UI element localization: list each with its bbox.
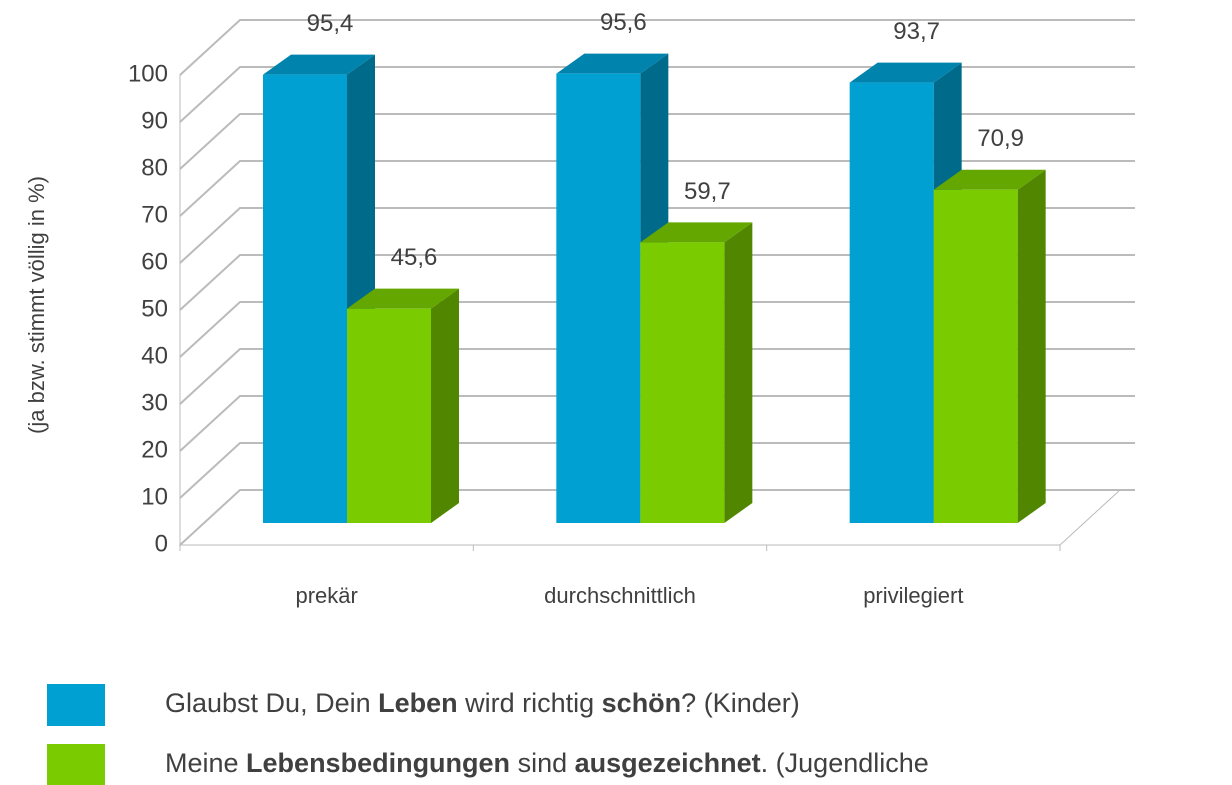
- legend-label: Meine Lebensbedingungen sind ausgezeichn…: [165, 748, 929, 778]
- value-label: 70,9: [977, 125, 1024, 152]
- bar-top: [347, 288, 459, 309]
- y-tick-label: 20: [141, 436, 168, 463]
- grid-line: [179, 254, 1135, 311]
- legend-text: Leben: [378, 688, 458, 718]
- grid-line: [179, 160, 1135, 217]
- y-tick-label: 80: [141, 154, 168, 181]
- y-tick-label: 70: [141, 201, 168, 228]
- bar-front: [263, 74, 347, 524]
- bar-side: [431, 288, 459, 523]
- grid-line: [179, 442, 1135, 499]
- bar-top: [556, 53, 669, 74]
- legend-text: . (Jugendliche: [761, 748, 929, 778]
- bar: [347, 288, 459, 523]
- bar-top: [933, 169, 1046, 190]
- bar-front: [849, 82, 934, 524]
- x-tick-label: durchschnittlich: [544, 583, 696, 608]
- grid-line: [179, 301, 1135, 358]
- value-label: 95,6: [600, 9, 647, 36]
- legend-swatch: [47, 684, 105, 726]
- y-tick-label: 0: [155, 530, 168, 557]
- legend-text: Lebensbedingungen: [246, 748, 510, 778]
- bar-front: [933, 189, 1018, 523]
- bar-side: [724, 222, 753, 523]
- legend-text: sind: [510, 748, 575, 778]
- x-tick-label: privilegiert: [863, 583, 963, 608]
- grid-line: [179, 395, 1135, 452]
- value-label: 59,7: [684, 178, 731, 205]
- bar-side: [1017, 169, 1046, 523]
- bar-front: [556, 73, 641, 524]
- grid-line: [179, 19, 1135, 76]
- grid-line: [179, 207, 1135, 264]
- x-tick-label: prekär: [295, 583, 357, 608]
- y-tick-label: 50: [141, 295, 168, 322]
- legend-text: wird richtig: [458, 688, 602, 718]
- value-label: 93,7: [893, 18, 940, 45]
- bar-top: [640, 222, 753, 243]
- grid-line: [179, 66, 1135, 123]
- legend-text: ? (Kinder): [681, 688, 800, 718]
- y-tick-label: 90: [141, 107, 168, 134]
- y-axis-label: (ja bzw. stimmt völlig in %): [24, 176, 49, 434]
- y-tick-label: 100: [128, 60, 168, 87]
- bar-top: [849, 62, 962, 83]
- grid-line: [179, 348, 1135, 405]
- bar: [933, 169, 1046, 523]
- legend-swatch: [47, 744, 105, 785]
- legend-text: Glaubst Du, Dein: [165, 688, 378, 718]
- bar-front: [347, 308, 431, 523]
- value-label: 45,6: [391, 244, 438, 271]
- y-tick-label: 40: [141, 342, 168, 369]
- bar: [640, 222, 753, 523]
- legend-text: ausgezeichnet: [575, 748, 761, 778]
- bar-front: [640, 242, 725, 523]
- legend-text: Meine: [165, 748, 246, 778]
- y-tick-label: 30: [141, 389, 168, 416]
- y-tick-label: 60: [141, 248, 168, 275]
- bar: [849, 62, 962, 524]
- y-tick-label: 10: [141, 483, 168, 510]
- legend-label: Glaubst Du, Dein Leben wird richtig schö…: [165, 688, 800, 718]
- grid-line: [179, 489, 1135, 546]
- value-label: 95,4: [307, 10, 354, 37]
- legend-text: schön: [602, 688, 682, 718]
- bar-top: [263, 54, 375, 75]
- grid-line: [179, 113, 1135, 170]
